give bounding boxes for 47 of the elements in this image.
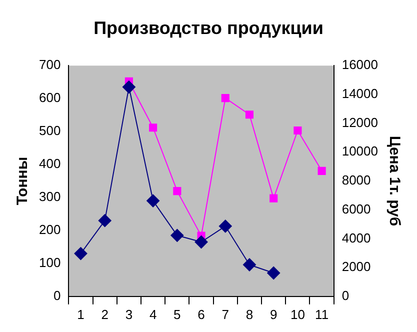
x-tick-label: 5	[174, 306, 181, 322]
x-tick-label: 6	[198, 306, 205, 322]
point	[221, 94, 230, 102]
x-tick-label: 8	[246, 306, 254, 322]
y2-axis-title: Цена 1т. руб	[386, 136, 403, 226]
x-tick-label: 9	[270, 306, 278, 322]
y2-tick-label: 16000	[342, 57, 378, 72]
point	[149, 124, 158, 132]
x-tick-label: 11	[315, 306, 329, 322]
point	[245, 110, 254, 119]
x-tick-label: 10	[290, 306, 305, 322]
point	[218, 220, 232, 233]
y-tick-label: 0	[53, 288, 61, 303]
point	[173, 187, 182, 196]
y2-tick-label: 0	[342, 288, 350, 303]
point	[98, 214, 112, 228]
point	[74, 247, 88, 260]
y2-tick-label: 4000	[342, 230, 371, 246]
point	[318, 166, 326, 175]
x-tick-label: 7	[222, 306, 229, 322]
point	[170, 228, 184, 242]
chart-title: Производство продукции	[94, 18, 324, 38]
x-tick-label: 4	[149, 306, 157, 322]
point	[122, 80, 136, 94]
y-tick-label: 600	[38, 90, 61, 106]
y2-tick-label: 6000	[342, 201, 371, 216]
y-tick-label: 500	[38, 123, 61, 138]
y-tick-label: 400	[38, 156, 61, 172]
y-tick-label: 200	[38, 222, 61, 238]
y-tick-label: 100	[38, 255, 61, 270]
point	[242, 258, 256, 272]
y2-tick-label: 12000	[342, 114, 378, 130]
point	[270, 194, 278, 202]
y-axis-title: Тонны	[14, 156, 32, 206]
point	[267, 266, 280, 280]
x-tick-label: 2	[101, 306, 108, 322]
y2-tick-label: 8000	[342, 172, 371, 188]
x-tick-label: 1	[77, 306, 84, 322]
point	[194, 235, 208, 248]
y-tick-label: 300	[38, 189, 61, 204]
point	[294, 126, 302, 135]
x-tick-label: 3	[125, 306, 133, 322]
point	[146, 194, 160, 208]
y2-tick-label: 2000	[342, 259, 371, 274]
y2-tick-label: 10000	[342, 144, 378, 159]
y-tick-label: 700	[38, 57, 61, 72]
y2-tick-label: 14000	[342, 86, 378, 102]
